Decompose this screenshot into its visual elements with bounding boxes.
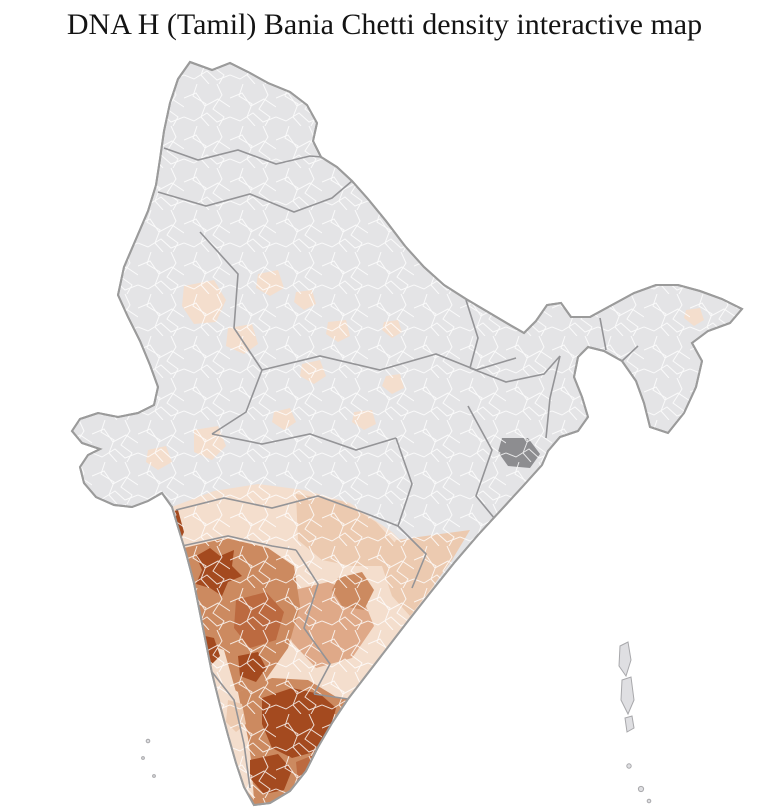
island-dot[interactable] — [626, 763, 632, 769]
page-title: DNA H (Tamil) Bania Chetti density inter… — [66, 8, 703, 41]
region-north-central-india[interactable] — [70, 60, 744, 807]
island-dot[interactable] — [141, 756, 145, 760]
island-shape[interactable] — [624, 715, 635, 733]
island-dot[interactable] — [145, 738, 151, 744]
island-dot[interactable] — [637, 785, 645, 793]
island-shape[interactable] — [618, 641, 632, 678]
region-central-tamil-nadu-district-cluster[interactable] — [262, 688, 336, 758]
region-lakshadweep-islands[interactable] — [141, 738, 156, 778]
region-andaman-nicobar-islands[interactable] — [618, 641, 652, 804]
island-dot[interactable] — [646, 798, 652, 804]
island-shape[interactable] — [620, 676, 635, 716]
island-dot[interactable] — [152, 774, 156, 778]
